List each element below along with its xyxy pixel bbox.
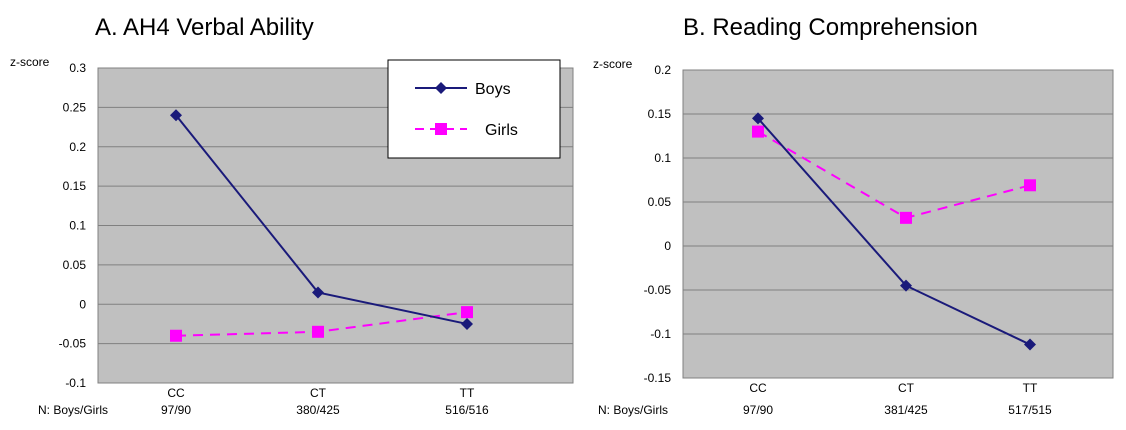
square-icon [435, 123, 447, 135]
chart-b-gridlines [683, 69, 1113, 379]
n-value-label: 380/425 [296, 403, 340, 417]
data-point-boys [752, 112, 764, 125]
n-value-label: 97/90 [161, 403, 191, 417]
x-tick-label: CC [167, 386, 185, 400]
y-tick-label: 0.3 [69, 61, 86, 75]
data-point-boys [170, 109, 182, 122]
y-tick-label: 0.2 [69, 140, 86, 154]
n-value-label: 516/516 [445, 403, 489, 417]
data-point-girls [170, 329, 182, 342]
x-tick-label: CT [898, 381, 915, 395]
y-tick-label: 0.2 [654, 63, 671, 77]
chart-a-x-ticks: CC CT TT [167, 386, 475, 400]
data-point-boys [312, 286, 324, 299]
data-point-boys [461, 317, 473, 330]
chart-a-n-values: 97/90 380/425 516/516 [161, 403, 489, 417]
y-tick-label: 0.1 [654, 151, 671, 165]
y-tick-label: 0 [664, 239, 671, 253]
diamond-icon [435, 82, 447, 94]
n-value-label: 381/425 [884, 403, 928, 417]
y-tick-label: 0.15 [648, 107, 672, 121]
legend-girls-label: Girls [485, 122, 518, 139]
chart-a-ylabel: z-score [10, 55, 50, 69]
chart-b-plot-area [682, 69, 1114, 379]
chart-a: A. AH4 Verbal Ability z-score 0.3 0.25 0.2… [10, 14, 574, 417]
y-tick-label: -0.15 [644, 371, 672, 385]
y-tick-label: -0.05 [644, 283, 672, 297]
y-tick-label: 0.05 [648, 195, 672, 209]
data-point-girls [312, 325, 324, 338]
chart-a-title: A. AH4 Verbal Ability [95, 14, 314, 41]
n-value-label: 97/90 [743, 403, 773, 417]
chart-a-y-ticks: 0.3 0.25 0.2 0.15 0.1 0.05 0 -0.05 -0.1 [59, 61, 87, 390]
data-point-boys [900, 279, 912, 292]
chart-a-legend: Boys Girls [387, 59, 561, 159]
chart-a-series [170, 109, 473, 342]
legend-boys-label: Boys [475, 81, 511, 98]
y-tick-label: 0 [79, 297, 86, 311]
x-tick-label: TT [1023, 381, 1038, 395]
y-tick-label: -0.1 [650, 327, 671, 341]
chart-b-n-label: N: Boys/Girls [598, 403, 668, 417]
n-value-label: 517/515 [1008, 403, 1052, 417]
data-point-girls [461, 306, 473, 319]
data-point-girls [900, 211, 912, 224]
chart-a-n-label: N: Boys/Girls [38, 403, 108, 417]
x-tick-label: TT [460, 386, 475, 400]
y-tick-label: 0.25 [63, 100, 87, 114]
y-tick-label: -0.05 [59, 337, 87, 351]
data-point-girls [752, 125, 764, 138]
data-point-girls [1024, 179, 1036, 192]
chart-b-ylabel: z-score [593, 57, 633, 71]
x-tick-label: CC [749, 381, 767, 395]
x-tick-label: CT [310, 386, 327, 400]
chart-b-series [752, 112, 1036, 351]
y-tick-label: -0.1 [65, 376, 86, 390]
chart-b-y-ticks: 0.2 0.15 0.1 0.05 0 -0.05 -0.1 -0.15 [644, 63, 672, 385]
y-tick-label: 0.05 [63, 258, 87, 272]
chart-b: B. Reading Comprehension z-score 0.20.15… [593, 14, 1114, 417]
chart-b-title: B. Reading Comprehension [683, 14, 978, 41]
legend-box [387, 59, 561, 159]
chart-b-n-values: 97/90 381/425 517/515 [743, 403, 1052, 417]
chart-b-x-ticks: CC CT TT [749, 381, 1038, 395]
data-point-boys [1024, 338, 1036, 351]
y-tick-label: 0.1 [69, 219, 86, 233]
y-tick-label: 0.15 [63, 179, 87, 193]
